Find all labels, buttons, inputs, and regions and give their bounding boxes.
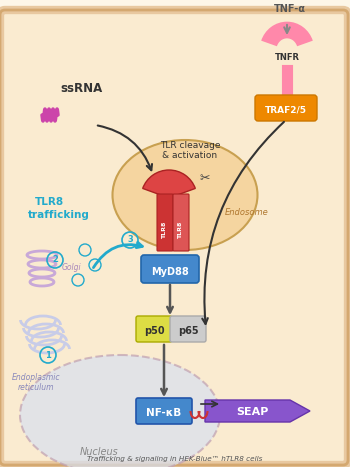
Text: trafficking: trafficking [28,210,90,220]
Text: Trafficking & signaling in HEK-Blue™ hTLR8 cells: Trafficking & signaling in HEK-Blue™ hTL… [87,456,263,462]
Text: SEAP: SEAP [236,407,268,417]
Text: p65: p65 [178,326,198,336]
Text: TNF-α: TNF-α [274,4,306,14]
Text: Golgi: Golgi [62,263,82,272]
FancyBboxPatch shape [136,398,192,424]
Text: TLR8: TLR8 [162,221,168,239]
Text: TLR cleavage: TLR cleavage [160,141,220,150]
Text: Nucleus: Nucleus [80,447,119,457]
Text: MyD88: MyD88 [151,267,189,277]
FancyBboxPatch shape [157,194,173,251]
FancyBboxPatch shape [173,194,189,251]
Text: 2: 2 [52,255,58,264]
Text: NF-κB: NF-κB [146,408,182,418]
FancyBboxPatch shape [141,255,199,283]
Text: reticulum: reticulum [18,383,55,392]
Text: 3: 3 [127,235,133,245]
FancyBboxPatch shape [170,316,206,342]
Ellipse shape [112,140,258,250]
Wedge shape [143,170,195,198]
Text: TNFR: TNFR [274,52,300,62]
Ellipse shape [20,355,220,467]
FancyBboxPatch shape [0,10,348,465]
Text: & activation: & activation [162,151,218,160]
FancyBboxPatch shape [255,95,317,121]
Text: Endoplasmic: Endoplasmic [12,373,61,382]
Text: Endosome: Endosome [225,208,269,217]
Text: p50: p50 [144,326,164,336]
Text: TRAF2/5: TRAF2/5 [265,106,307,114]
Text: TLR8: TLR8 [178,221,183,239]
Text: 1: 1 [45,351,51,360]
Text: ✂: ✂ [200,172,210,185]
Text: TLR8: TLR8 [35,197,64,207]
FancyBboxPatch shape [136,316,172,342]
Text: ssRNA: ssRNA [60,82,102,95]
Polygon shape [205,400,310,422]
